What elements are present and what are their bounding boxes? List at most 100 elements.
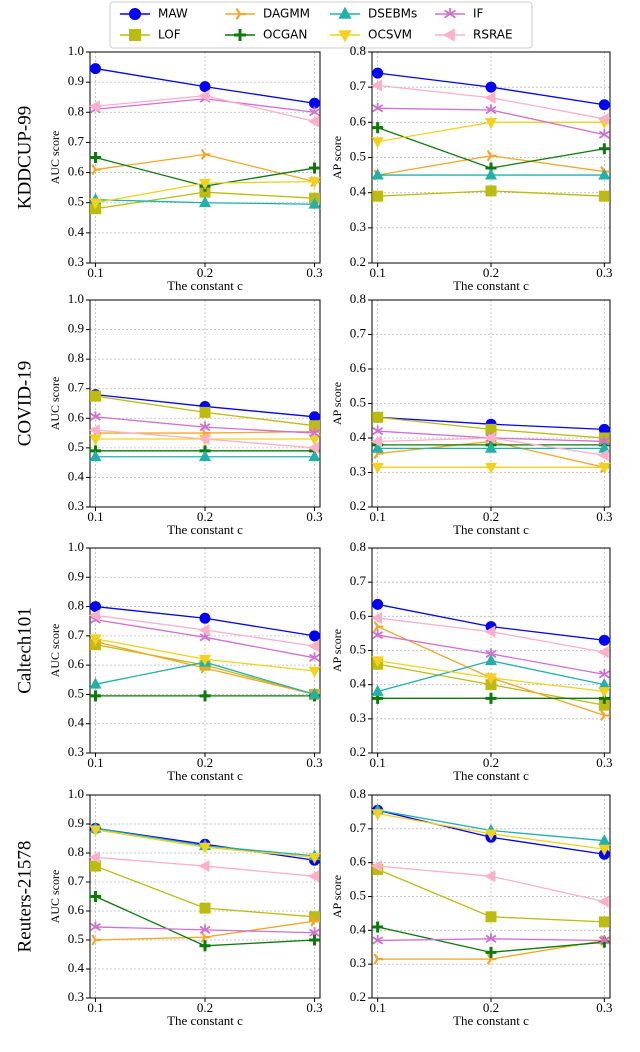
y-tick-label: 0.3 xyxy=(68,744,84,759)
marker xyxy=(486,953,497,965)
x-tick-label: 0.1 xyxy=(370,265,386,280)
marker xyxy=(89,634,102,646)
series-markers xyxy=(371,611,609,659)
marker xyxy=(484,625,496,638)
y-tick-label: 0.9 xyxy=(68,815,84,830)
marker xyxy=(234,29,246,41)
series-markers xyxy=(371,79,609,125)
marker xyxy=(200,931,211,943)
marker xyxy=(485,185,497,197)
x-tick-label: 0.3 xyxy=(596,1000,612,1015)
marker xyxy=(235,7,246,21)
marker xyxy=(198,89,210,102)
x-tick-label: 0.1 xyxy=(87,755,103,770)
series-markers xyxy=(89,601,321,642)
y-tick-label: 0.4 xyxy=(350,676,367,691)
legend-label: LOF xyxy=(158,28,181,42)
series-markers xyxy=(90,614,320,662)
series-markers xyxy=(88,851,319,883)
legend-marker xyxy=(129,8,141,20)
x-axis-label: The constant c xyxy=(167,768,243,783)
series-markers xyxy=(372,598,610,646)
y-tick-label: 0.2 xyxy=(350,254,366,269)
legend-box xyxy=(109,1,533,49)
marker xyxy=(198,654,212,666)
x-tick-label: 0.2 xyxy=(483,509,499,524)
series-markers xyxy=(89,450,321,462)
series-markers xyxy=(89,860,321,923)
marker xyxy=(89,63,101,75)
legend-label: IF xyxy=(473,7,484,21)
marker xyxy=(198,623,210,637)
y-tick-label: 0.3 xyxy=(68,254,84,269)
marker xyxy=(307,870,319,883)
series-markers xyxy=(88,89,319,128)
marker xyxy=(444,8,456,19)
marker xyxy=(199,81,211,93)
y-axis-label: AUC score xyxy=(48,870,62,924)
x-axis-label: The constant c xyxy=(453,1013,529,1028)
marker xyxy=(90,411,101,421)
marker xyxy=(89,690,101,702)
y-tick-label: 0.6 xyxy=(68,164,85,179)
x-tick-label: 0.3 xyxy=(306,1000,322,1015)
legend-marker xyxy=(234,29,246,41)
marker xyxy=(600,709,610,721)
y-tick-label: 0.5 xyxy=(350,148,366,163)
x-axis-label: The constant c xyxy=(453,278,529,293)
y-tick-label: 0.5 xyxy=(350,887,366,902)
marker xyxy=(309,427,320,438)
y-tick-label: 0.2 xyxy=(350,744,366,759)
y-tick-label: 0.5 xyxy=(68,194,84,209)
x-tick-label: 0.1 xyxy=(87,265,103,280)
marker xyxy=(199,690,211,702)
x-tick-label: 0.1 xyxy=(370,1000,386,1015)
series-markers xyxy=(89,177,321,210)
marker xyxy=(598,844,611,856)
marker xyxy=(198,178,212,190)
y-tick-label: 0.7 xyxy=(68,133,85,148)
y-axis-label: AUC score xyxy=(48,131,62,185)
plot-frame xyxy=(371,547,611,754)
y-tick-label: 0.8 xyxy=(350,43,366,58)
y-tick-label: 0.6 xyxy=(68,656,85,671)
marker xyxy=(598,699,610,711)
marker xyxy=(88,100,100,113)
y-axis-label: AUC score xyxy=(48,624,62,678)
marker xyxy=(199,631,211,642)
marker xyxy=(89,825,102,837)
y-tick-label: 0.7 xyxy=(68,380,85,395)
marker xyxy=(372,598,384,610)
marker xyxy=(309,162,321,174)
y-tick-label: 0.4 xyxy=(68,468,85,483)
series-markers xyxy=(371,656,611,699)
marker xyxy=(199,940,211,952)
marker xyxy=(371,79,383,92)
y-tick-label: 0.5 xyxy=(68,931,84,946)
marker xyxy=(309,934,321,946)
marker xyxy=(597,112,609,125)
marker xyxy=(598,668,610,679)
marker xyxy=(309,106,320,117)
marker xyxy=(371,656,384,668)
marker xyxy=(598,143,610,155)
series-markers xyxy=(372,933,610,945)
y-tick-label: 0.7 xyxy=(350,325,367,340)
marker xyxy=(199,612,211,624)
x-axis-label: The constant c xyxy=(453,768,529,783)
y-tick-label: 0.5 xyxy=(68,439,84,454)
marker xyxy=(89,450,102,462)
series-markers xyxy=(371,462,611,474)
y-tick-label: 0.4 xyxy=(350,921,367,936)
x-tick-label: 0.1 xyxy=(370,509,386,524)
marker xyxy=(442,28,455,42)
marker xyxy=(371,462,384,474)
y-tick-label: 0.8 xyxy=(350,291,366,306)
marker xyxy=(88,851,100,864)
plot-frame xyxy=(89,299,321,508)
x-tick-label: 0.3 xyxy=(596,509,612,524)
y-tick-label: 0.3 xyxy=(350,710,366,725)
y-axis-label: AP score xyxy=(330,136,344,179)
marker xyxy=(309,97,321,109)
